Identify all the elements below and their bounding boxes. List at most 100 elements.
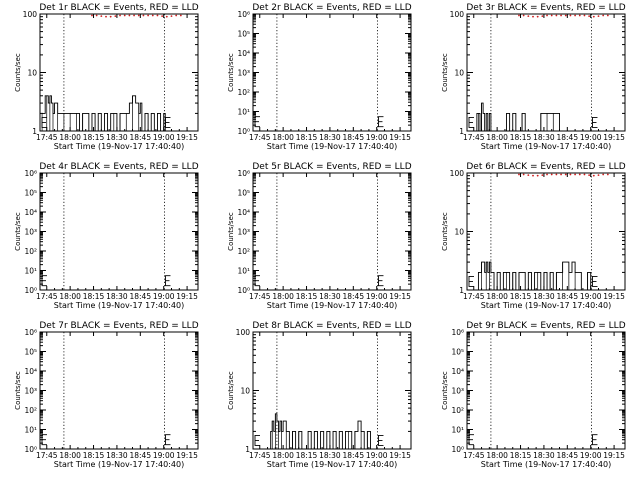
x-tick-label: 18:15: [296, 451, 318, 460]
lld-point: [578, 173, 581, 176]
y-tick-label: 10⁰: [24, 286, 37, 295]
lld-point: [518, 173, 520, 176]
lld-point: [578, 14, 581, 17]
lld-point: [170, 15, 173, 18]
epoch-marker-glyph: [592, 117, 598, 128]
x-tick-label: 18:30: [319, 292, 341, 301]
lld-point: [105, 15, 107, 18]
x-tick-label: 18:30: [533, 451, 555, 460]
y-tick-label: 10³: [24, 228, 37, 237]
y-axis-label: Counts/sec: [441, 212, 449, 251]
x-tick-label: 19:15: [389, 133, 411, 142]
x-axis-label: Start Time (19-Nov-17 17:40:40): [54, 460, 184, 469]
x-tick-label: 17:45: [249, 451, 271, 460]
x-tick-label: 19:00: [153, 451, 175, 460]
x-tick-label: 17:45: [463, 451, 485, 460]
x-tick-label: 18:45: [342, 292, 364, 301]
x-axis-label: Start Time (19-Nov-17 17:40:40): [481, 460, 611, 469]
lld-point: [541, 15, 544, 18]
panel-title: Det 8r BLACK = Events, RED = LLD: [252, 321, 411, 331]
y-tick-label: 10¹: [237, 108, 250, 117]
lld-point: [583, 14, 586, 17]
x-tick-label: 19:00: [366, 451, 388, 460]
y-tick-label: 10⁶: [237, 169, 250, 178]
lld-point: [119, 14, 121, 17]
lld-point: [142, 14, 145, 17]
lld-point: [569, 173, 572, 176]
lld-point: [133, 14, 135, 17]
epoch-marker-glyph: [41, 434, 47, 446]
x-tick-label: 18:30: [533, 292, 555, 301]
y-tick-label: 1: [459, 127, 464, 136]
x-tick-label: 18:00: [272, 292, 294, 301]
lld-point: [518, 14, 520, 17]
epoch-marker-glyph: [254, 275, 260, 287]
lld-point: [569, 14, 572, 17]
x-axis-label: Start Time (19-Nov-17 17:40:40): [267, 142, 397, 151]
y-tick-label: 10³: [451, 387, 464, 396]
lld-point: [583, 173, 586, 176]
lld-point: [541, 174, 544, 177]
events-series-line: [267, 413, 377, 450]
y-tick-label: 10: [454, 69, 464, 78]
y-tick-label: 10⁰: [237, 127, 250, 136]
epoch-marker-glyph: [165, 275, 171, 287]
panel-title: Det 5r BLACK = Events, RED = LLD: [252, 162, 411, 172]
epoch-marker-glyph: [254, 435, 260, 446]
y-tick-label: 1: [32, 127, 37, 136]
y-tick-label: 10⁶: [24, 328, 37, 337]
y-tick-label: 10⁵: [237, 30, 250, 39]
x-axis-label: Start Time (19-Nov-17 17:40:40): [481, 301, 611, 310]
y-tick-label: 100: [23, 10, 38, 19]
y-tick-label: 10⁵: [24, 348, 37, 357]
x-tick-label: 18:45: [556, 451, 578, 460]
x-tick-label: 17:45: [36, 292, 58, 301]
y-tick-label: 10³: [237, 228, 250, 237]
y-axis-label: Counts/sec: [227, 212, 235, 251]
lld-point: [137, 14, 140, 17]
panel-title: Det 7r BLACK = Events, RED = LLD: [39, 321, 198, 331]
lld-point: [179, 14, 182, 17]
epoch-marker-glyph: [165, 117, 171, 128]
lld-point: [536, 174, 539, 177]
x-tick-label: 18:15: [83, 451, 105, 460]
x-tick-label: 18:30: [319, 133, 341, 142]
x-tick-label: 17:45: [463, 292, 485, 301]
lld-point: [597, 15, 600, 18]
x-tick-label: 19:00: [153, 292, 175, 301]
x-tick-label: 18:45: [129, 133, 151, 142]
y-tick-label: 10⁶: [237, 10, 250, 19]
x-tick-label: 17:45: [249, 133, 271, 142]
lld-point: [592, 174, 595, 177]
x-tick-label: 18:30: [319, 451, 341, 460]
lld-point: [522, 173, 525, 176]
x-tick-label: 18:30: [106, 133, 128, 142]
x-tick-label: 17:45: [249, 292, 271, 301]
x-tick-label: 17:45: [36, 451, 58, 460]
x-tick-label: 19:15: [176, 451, 198, 460]
y-tick-label: 10⁶: [24, 169, 37, 178]
x-tick-label: 19:00: [580, 451, 602, 460]
y-axis-label: Counts/sec: [227, 371, 235, 410]
y-tick-label: 10: [454, 228, 464, 237]
lld-point: [147, 14, 150, 17]
y-tick-label: 10¹: [24, 426, 37, 435]
lld-point: [555, 14, 558, 17]
x-tick-label: 18:45: [342, 133, 364, 142]
panel-title: Det 6r BLACK = Events, RED = LLD: [466, 162, 625, 172]
y-tick-label: 10¹: [24, 267, 37, 276]
lld-point: [564, 14, 567, 17]
epoch-marker-glyph: [41, 117, 47, 128]
y-tick-label: 10²: [451, 406, 464, 415]
y-tick-label: 10³: [24, 387, 37, 396]
y-tick-label: 10¹: [451, 426, 464, 435]
epoch-marker-glyph: [592, 276, 598, 287]
epoch-marker-glyph: [468, 117, 474, 128]
panel-det-7r: Det 7r BLACK = Events, RED = LLD 17:45 18:…: [14, 321, 199, 469]
x-tick-label: 18:45: [556, 292, 578, 301]
x-axis-label: Start Time (19-Nov-17 17:40:40): [481, 142, 611, 151]
x-tick-label: 17:45: [463, 133, 485, 142]
